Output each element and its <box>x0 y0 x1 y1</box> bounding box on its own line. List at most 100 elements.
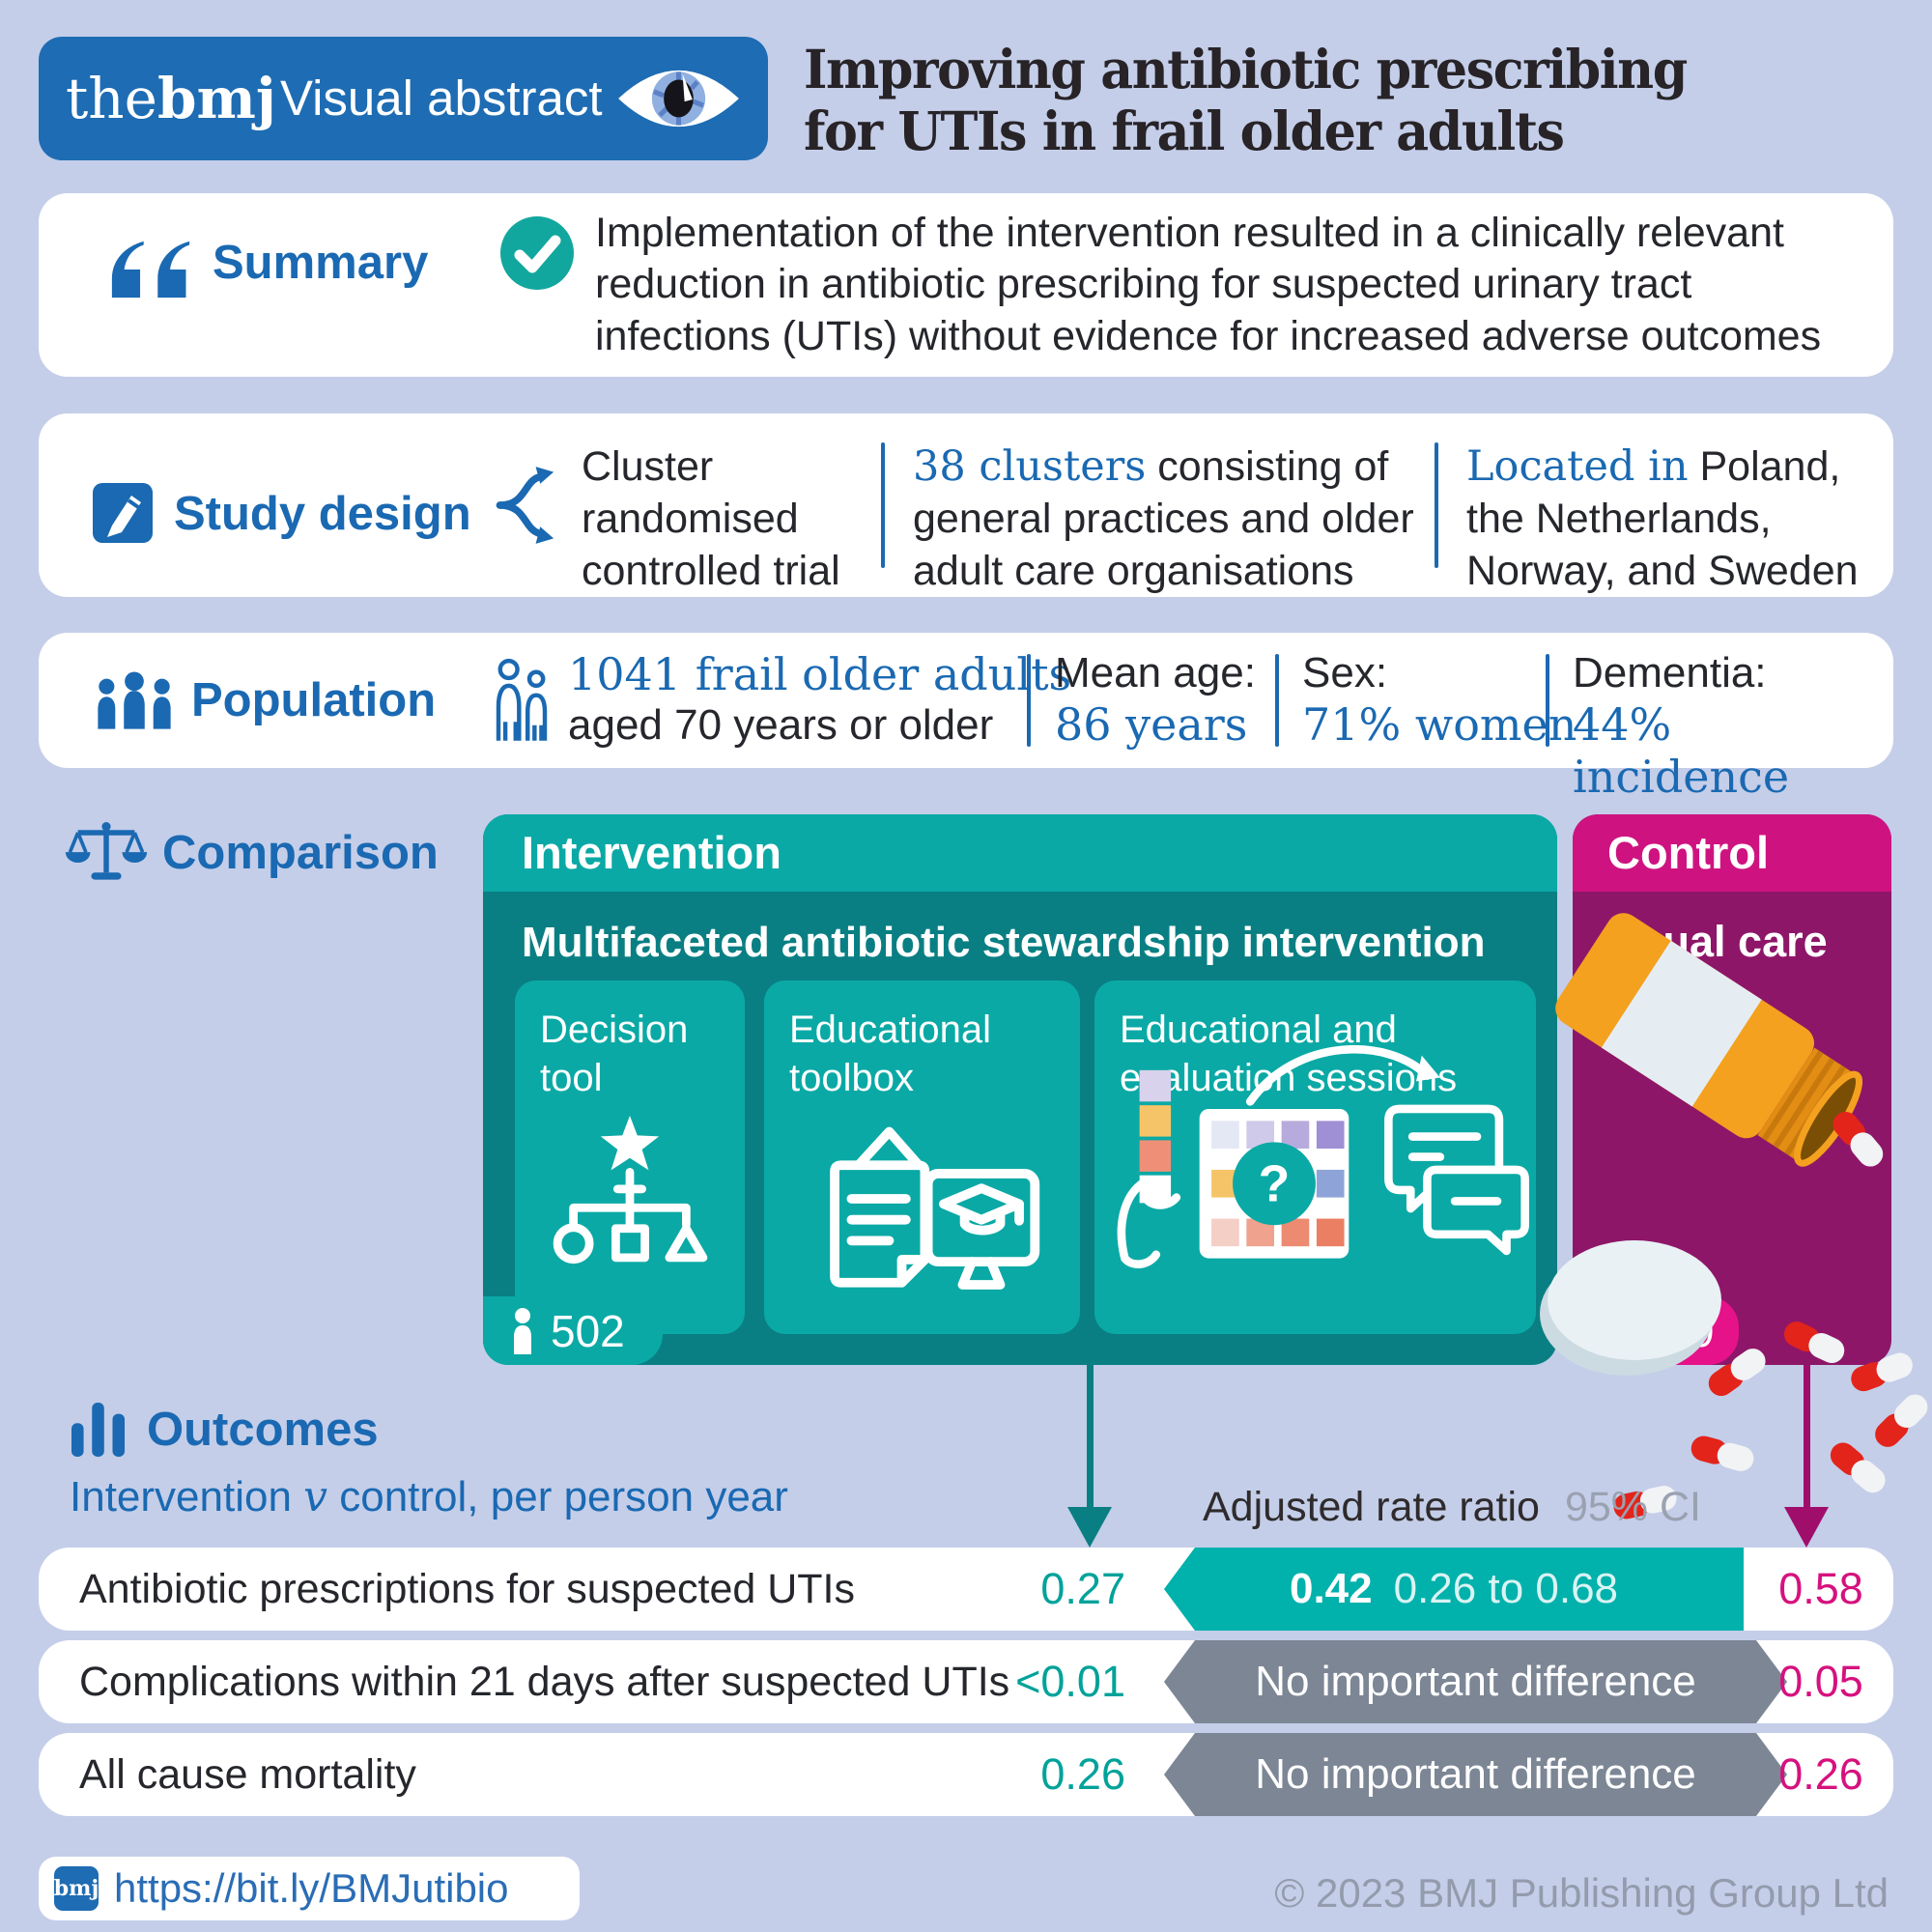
two-people-outline-icon <box>491 658 553 743</box>
control-count: 539 <box>1640 1305 1715 1356</box>
population-count-rest: aged 70 years or older <box>568 701 994 750</box>
bar-chart-icon <box>70 1403 128 1457</box>
stat-label: Mean age: <box>1055 649 1256 696</box>
control-value: 0.26 <box>1778 1749 1863 1799</box>
location-accent: Located in <box>1466 442 1689 491</box>
stat-label: Sex: <box>1302 649 1388 696</box>
outcome-label: Antibiotic prescriptions for suspected U… <box>79 1566 855 1612</box>
intervention-value: 0.27 <box>1040 1564 1125 1613</box>
study-design-label: Study design <box>174 488 471 540</box>
chat-bubbles <box>1384 1104 1529 1256</box>
pencil-icon <box>93 483 153 543</box>
ratio-value: 0.42 <box>1289 1565 1373 1612</box>
summary-card: Summary Implementation of the interventi… <box>39 193 1893 377</box>
study-clusters: 38 clusters consisting of general practi… <box>913 440 1439 598</box>
population-card: Population 1041 frail older adults aged … <box>39 633 1893 803</box>
subtitle-pre: Intervention <box>70 1473 304 1520</box>
population-count: 1041 frail older adults aged 70 years or… <box>568 648 1071 751</box>
test-strip <box>1139 1069 1172 1204</box>
divider <box>881 442 885 568</box>
bmj-brand-banner: thebmj Visual abstract <box>39 37 768 160</box>
visual-abstract-label: Visual abstract <box>280 71 603 126</box>
person-icon <box>514 1307 531 1354</box>
outcome-label: All cause mortality <box>79 1751 416 1798</box>
quote-icon <box>108 240 193 299</box>
copyright-text: © 2023 BMJ Publishing Group Ltd <box>1274 1870 1889 1916</box>
outcome-row-prescriptions: Antibiotic prescriptions for suspected U… <box>39 1548 1893 1631</box>
control-arrow-head <box>1784 1507 1829 1548</box>
location-rest: Poland, the Netherlands, Norway, and Swe… <box>1466 443 1859 595</box>
people-icon <box>93 671 176 729</box>
control-title: Control <box>1573 814 1891 892</box>
outcome-row-mortality: All cause mortality 0.26 No important di… <box>39 1733 1893 1816</box>
clusters-rest: consisting of general practices and olde… <box>913 443 1414 595</box>
person-icon <box>1604 1307 1621 1354</box>
rate-ratio-band: 0.42 0.26 to 0.68 <box>1164 1548 1744 1631</box>
control-arrow-line <box>1804 1365 1810 1510</box>
question-mark-glyph: ? <box>1259 1155 1291 1212</box>
page-title: Improving antibiotic prescribing for UTI… <box>804 38 1688 162</box>
intervention-count: 502 <box>551 1305 625 1356</box>
comparison-label: Comparison <box>162 827 439 879</box>
study-location: Located in Poland, the Netherlands, Norw… <box>1466 440 1901 598</box>
eye-icon <box>613 56 744 141</box>
population-count-accent: 1041 frail older adults <box>568 648 1072 700</box>
scale-icon <box>64 819 149 889</box>
ci-value: 0.26 to 0.68 <box>1393 1565 1619 1612</box>
question-circle <box>1233 1142 1316 1226</box>
intervention-arrow-head <box>1067 1507 1112 1548</box>
stat-label: Dementia: <box>1573 649 1767 696</box>
brand-bmj: bmj <box>157 66 276 131</box>
clusters-count: 38 clusters <box>913 442 1147 491</box>
stat-value: 86 years <box>1055 697 1248 751</box>
summary-label: Summary <box>213 237 429 289</box>
evaluation-sessions-icon: ? <box>1112 1015 1529 1282</box>
intervention-value: 0.26 <box>1040 1749 1125 1799</box>
decision-tool-box: Decision tool <box>515 980 745 1334</box>
outcomes-label: Outcomes <box>147 1404 379 1456</box>
intervention-arrow-line <box>1087 1365 1094 1510</box>
education-evaluation-label: Educational and evaluation sessions <box>1120 1009 1458 1099</box>
no-difference-band: No important difference <box>1164 1640 1787 1723</box>
summary-text: Implementation of the intervention resul… <box>595 210 1822 359</box>
control-value: 0.05 <box>1778 1657 1863 1706</box>
intervention-title: Intervention <box>483 814 1557 892</box>
ratio-header-label: Adjusted rate ratio <box>1203 1484 1540 1530</box>
branch-icon <box>493 464 568 547</box>
divider <box>1027 654 1031 747</box>
study-design-card: Study design Cluster randomised controll… <box>39 413 1893 597</box>
outcome-label: Complications within 21 days after suspe… <box>79 1659 1010 1705</box>
educational-toolbox-box: Educational toolbox <box>764 980 1080 1334</box>
ci-header-label: 95% CI <box>1564 1484 1701 1530</box>
intervention-panel: Intervention Multifaceted antibiotic ste… <box>483 814 1557 1365</box>
divider <box>1546 654 1549 747</box>
decision-tree-icon <box>550 1114 710 1288</box>
control-value: 0.58 <box>1778 1564 1863 1613</box>
stat-dementia: Dementia: 44% incidence <box>1573 648 1893 803</box>
study-design-type: Cluster randomised controlled trial <box>582 443 840 595</box>
outcome-row-complications: Complications within 21 days after suspe… <box>39 1640 1893 1723</box>
divider <box>1435 442 1438 568</box>
ratio-header: Adjusted rate ratio 95% CI <box>1203 1484 1701 1531</box>
control-panel: Control Usual care 539 <box>1573 814 1891 1365</box>
bmj-square-logo: bmj <box>54 1866 99 1911</box>
decision-tool-label: Decision tool <box>540 1009 689 1099</box>
brand-the: the <box>66 66 157 131</box>
bmj-logo: thebmj <box>66 66 276 131</box>
education-evaluation-box: Educational and evaluation sessions <box>1094 980 1536 1334</box>
stat-value: 44% incidence <box>1573 697 1790 804</box>
intervention-value: <0.01 <box>1015 1657 1125 1706</box>
stat-value: 71% women <box>1302 697 1577 751</box>
check-icon <box>500 216 574 290</box>
footer-url[interactable]: https://bit.ly/BMJutibio <box>114 1865 509 1911</box>
subtitle-v: v <box>303 1472 328 1521</box>
title-line-2: for UTIs in frail older adults <box>804 99 1565 162</box>
outcomes-subtitle: Intervention v control, per person year <box>70 1472 788 1521</box>
subtitle-post: control, per person year <box>327 1473 788 1520</box>
stat-mean-age: Mean age: 86 years <box>1055 648 1256 751</box>
control-count-badge: 539 <box>1573 1296 1739 1365</box>
stat-sex: Sex: 71% women <box>1302 648 1577 751</box>
footer-link-pill: bmj https://bit.ly/BMJutibio <box>39 1857 580 1920</box>
title-line-1: Improving antibiotic prescribing <box>804 38 1688 100</box>
